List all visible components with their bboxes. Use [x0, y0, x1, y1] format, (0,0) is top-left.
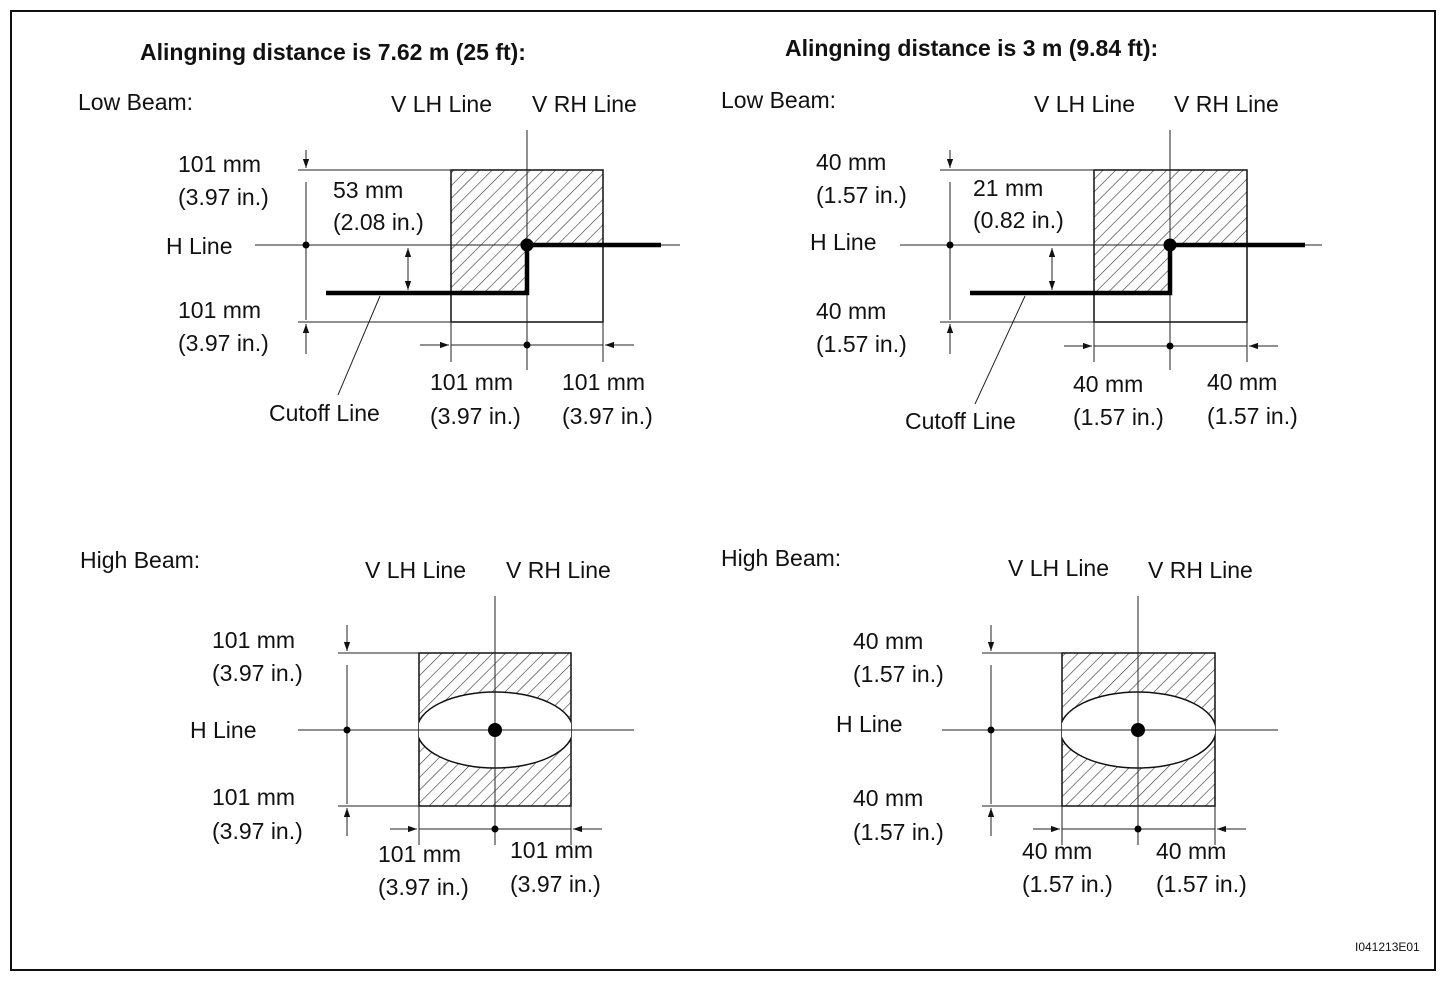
bottom-distance-mm: 101 mm	[212, 784, 295, 810]
left-distance-in: (3.97 in.)	[378, 874, 469, 900]
cutoff-line-label: Cutoff Line	[269, 400, 380, 426]
top-distance-in: (1.57 in.)	[853, 661, 944, 687]
h-line-label: H Line	[190, 717, 256, 743]
v-rh-line-label: V RH Line	[1174, 91, 1279, 117]
beam-label: Low Beam:	[721, 87, 836, 113]
beam-label: Low Beam:	[78, 89, 193, 115]
top-distance-in: (3.97 in.)	[212, 660, 303, 686]
bottom-distance-mm: 40 mm	[853, 785, 923, 811]
left-distance-in: (1.57 in.)	[1073, 404, 1164, 430]
dimension-center-dot	[1134, 825, 1142, 833]
low-beam-diagram-left: Low Beam: V LH Line V RH Line H Line 101…	[78, 89, 680, 429]
right-distance-mm: 101 mm	[562, 369, 645, 395]
bottom-distance-mm: 101 mm	[178, 297, 261, 323]
dimension-center-dot	[1166, 342, 1174, 350]
h-line-dot	[946, 241, 954, 249]
top-distance-mm: 101 mm	[178, 151, 261, 177]
h-line-label: H Line	[836, 711, 902, 737]
bottom-distance-mm: 40 mm	[816, 298, 886, 324]
bottom-distance-in: (1.57 in.)	[816, 331, 907, 357]
h-line-label: H Line	[810, 229, 876, 255]
top-distance-in: (3.97 in.)	[178, 184, 269, 210]
left-distance-mm: 101 mm	[378, 841, 461, 867]
h-line-label: H Line	[166, 233, 232, 259]
figure-code: I041213E01	[1355, 940, 1420, 954]
beam-label: High Beam:	[721, 545, 841, 571]
beam-label: High Beam:	[80, 547, 200, 573]
cutoff-leader	[974, 295, 1026, 405]
v-lh-line-label: V LH Line	[1034, 91, 1135, 117]
h-line-dot	[987, 726, 995, 734]
dimension-center-dot	[523, 341, 531, 349]
dimension-center-dot	[491, 825, 499, 833]
v-lh-line-label: V LH Line	[391, 91, 492, 117]
v-lh-line-label: V LH Line	[365, 557, 466, 583]
top-distance-in: (1.57 in.)	[816, 182, 907, 208]
beam-center-dot	[520, 238, 534, 252]
high-beam-diagram-left: High Beam: V LH Line V RH Line H Line 10…	[80, 547, 634, 900]
right-distance-in: (1.57 in.)	[1156, 871, 1247, 897]
step-distance-in: (0.82 in.)	[973, 207, 1064, 233]
left-distance-mm: 101 mm	[430, 369, 513, 395]
v-rh-line-label: V RH Line	[532, 91, 637, 117]
step-distance-mm: 21 mm	[973, 175, 1043, 201]
right-distance-mm: 40 mm	[1156, 838, 1226, 864]
left-distance-mm: 40 mm	[1022, 838, 1092, 864]
cutoff-line-label: Cutoff Line	[905, 408, 1016, 434]
bottom-distance-in: (3.97 in.)	[178, 330, 269, 356]
left-distance-mm: 40 mm	[1073, 371, 1143, 397]
v-rh-line-label: V RH Line	[506, 557, 611, 583]
right-distance-in: (3.97 in.)	[562, 403, 653, 429]
beam-center-dot	[1131, 723, 1145, 737]
step-distance-mm: 53 mm	[333, 177, 403, 203]
step-distance-in: (2.08 in.)	[333, 209, 424, 235]
top-distance-mm: 101 mm	[212, 627, 295, 653]
beam-center-dot	[1163, 238, 1177, 252]
title-left: Alingning distance is 7.62 m (25 ft):	[140, 39, 526, 65]
v-lh-line-label: V LH Line	[1008, 555, 1109, 581]
h-line-dot	[343, 726, 351, 734]
cutoff-leader	[337, 295, 381, 396]
v-rh-line-label: V RH Line	[1148, 557, 1253, 583]
frame-border	[10, 10, 1436, 971]
right-distance-in: (1.57 in.)	[1207, 403, 1298, 429]
left-distance-in: (3.97 in.)	[430, 403, 521, 429]
right-distance-mm: 101 mm	[510, 837, 593, 863]
right-distance-mm: 40 mm	[1207, 369, 1277, 395]
cutoff-line	[970, 242, 1305, 296]
top-distance-mm: 40 mm	[853, 628, 923, 654]
right-distance-in: (3.97 in.)	[510, 871, 601, 897]
cutoff-line	[326, 242, 661, 296]
h-line-dot	[302, 241, 310, 249]
title-right: Alingning distance is 3 m (9.84 ft):	[785, 35, 1158, 61]
beam-center-dot	[488, 723, 502, 737]
high-beam-diagram-right: High Beam: V LH Line V RH Line H Line 40…	[721, 545, 1278, 897]
bottom-distance-in: (1.57 in.)	[853, 819, 944, 845]
top-distance-mm: 40 mm	[816, 149, 886, 175]
bottom-distance-in: (3.97 in.)	[212, 818, 303, 844]
left-distance-in: (1.57 in.)	[1022, 871, 1113, 897]
low-beam-diagram-right: Low Beam: V LH Line V RH Line H Line 40 …	[721, 87, 1322, 434]
